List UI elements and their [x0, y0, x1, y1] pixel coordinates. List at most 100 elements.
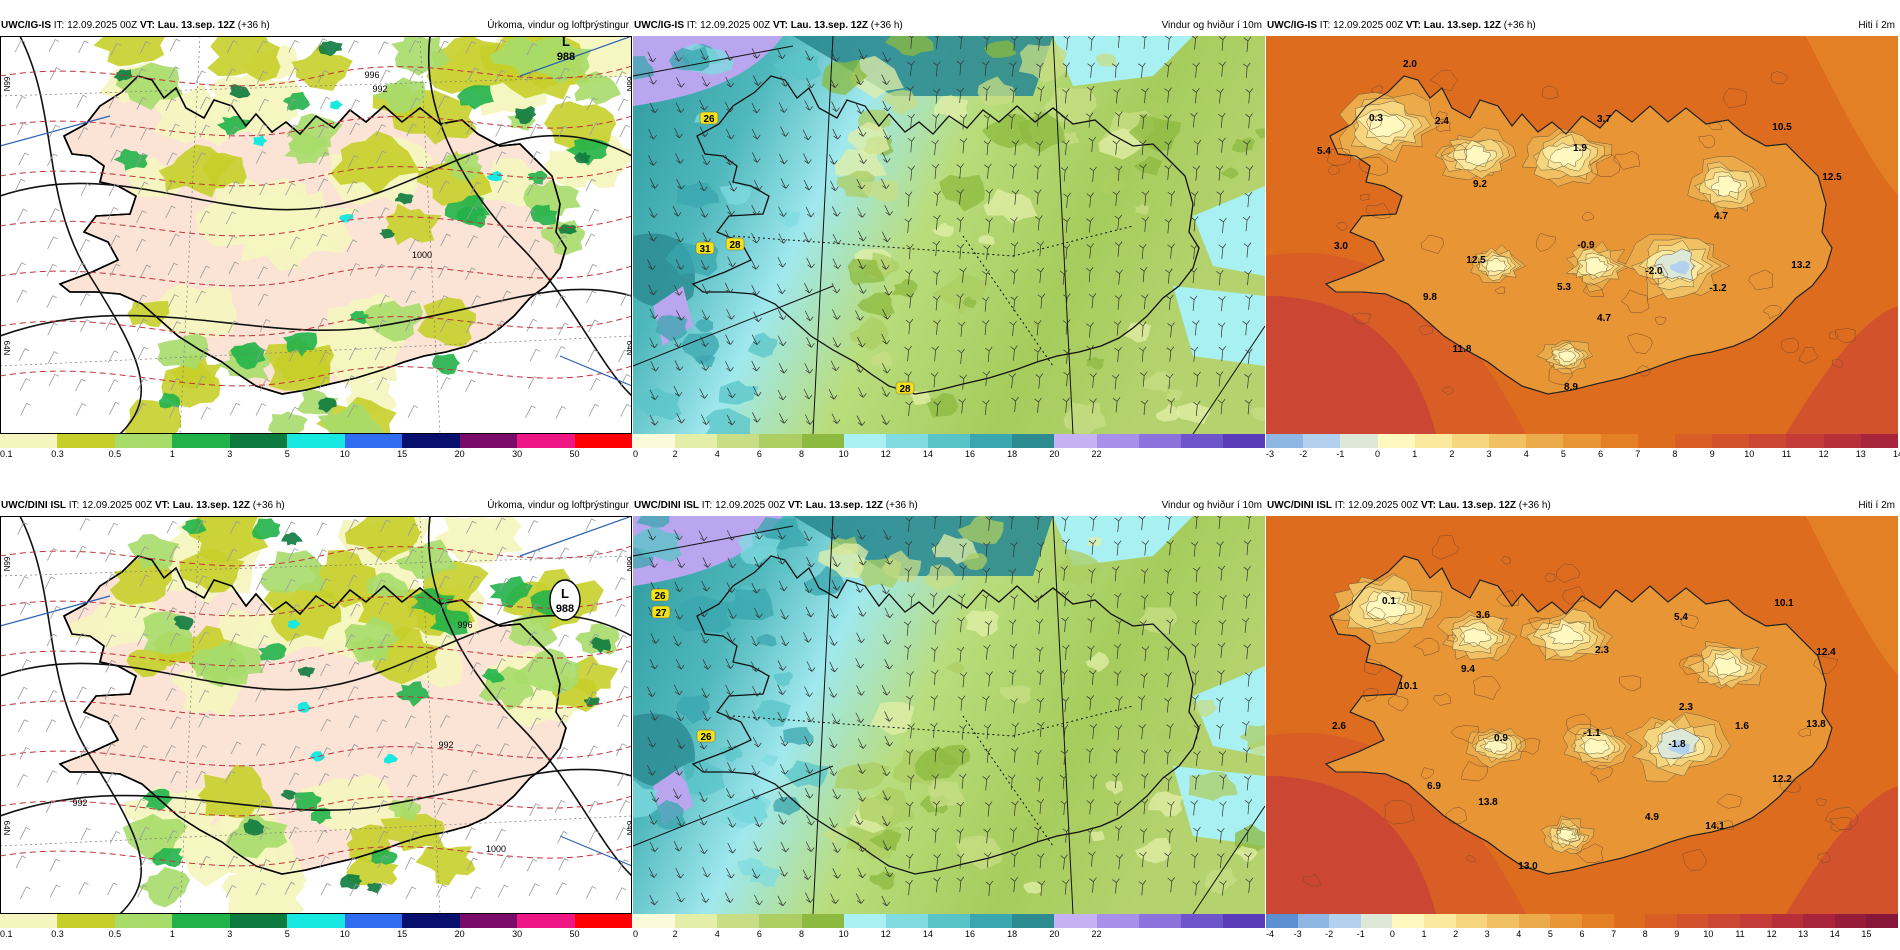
colorbar [1266, 434, 1898, 448]
latitude-label: 64N [625, 821, 632, 836]
colorbar-swatch [1012, 434, 1055, 448]
colorbar-tick-label: 6 [1598, 449, 1604, 459]
colorbar-swatch [675, 434, 718, 448]
colorbar-swatch [843, 914, 886, 928]
colorbar-tick-label: 8 [799, 929, 805, 939]
colorbar-swatch [675, 914, 718, 928]
isobar-label: 988 [556, 603, 574, 615]
colorbar [0, 434, 632, 448]
colorbar-tick-label: 11 [1781, 449, 1792, 459]
colorbar-swatch [1222, 914, 1266, 928]
colorbar-swatch [517, 434, 575, 448]
temperature-value-label: 2.3 [1595, 645, 1609, 656]
temperature-value-label: 10.5 [1772, 122, 1792, 133]
temperature-value-label: 0.9 [1494, 733, 1508, 744]
colorbar-swatch [114, 434, 173, 448]
colorbar-swatch [1329, 914, 1361, 928]
colorbar-swatch [1771, 914, 1804, 928]
colorbar-swatch [1786, 434, 1824, 448]
colorbar-tick-label: 0 [633, 929, 639, 939]
temperature-value-label: 5.4 [1674, 612, 1688, 623]
colorbar [633, 914, 1266, 928]
low-pressure-marker: L [562, 36, 570, 49]
temperature-value-label: 9.4 [1461, 664, 1475, 675]
colorbar-tick-label: 14 [922, 929, 933, 939]
panel-title: Vindur og hviður í 10m [1161, 20, 1262, 31]
colorbar-ticks: 0.1 0.3 0.5 1 3 5 10 15 20 30 50 [0, 929, 632, 941]
colorbar [633, 434, 1266, 448]
temperature-value-label: 2.4 [1435, 116, 1449, 127]
temperature-value-label: 4.7 [1714, 211, 1728, 222]
svg-text:31: 31 [699, 244, 711, 255]
colorbar-swatch [1712, 434, 1750, 448]
colorbar-tick-label: 2 [672, 929, 678, 939]
colorbar-tick-label: 20 [454, 449, 465, 459]
colorbar-swatch [1834, 914, 1867, 928]
colorbar-tick-label: 22 [1091, 929, 1102, 939]
map-area: 0.1 10.1 3.6 5.4 2.3 9.4 12.4 10.1 2.3 2.6 0.9 -1.1… [1266, 516, 1898, 914]
colorbar-tick-label: 12 [1818, 449, 1829, 459]
colorbar-tick-label: 8 [1672, 449, 1678, 459]
init-time-label: IT: [53, 20, 65, 31]
colorbar-swatch [1676, 914, 1709, 928]
lead-time: (+36 h) [1518, 500, 1551, 511]
model-name: UWC/IG-IS [1, 20, 51, 31]
colorbar-swatch [1392, 914, 1424, 928]
colorbar-swatch [459, 434, 518, 448]
colorbar-tick-label: 5 [284, 929, 290, 939]
colorbar-tick-label: 22 [1091, 449, 1102, 459]
colorbar-tick-label: 10 [838, 449, 849, 459]
svg-text:28: 28 [899, 384, 911, 395]
temperature-value-label: 10.1 [1774, 598, 1794, 609]
colorbar-tick-label: 13 [1798, 929, 1809, 939]
colorbar-tick-label: 0.3 [51, 449, 64, 459]
latitude-label: 64N [625, 341, 632, 356]
latitude-label: 66N [2, 557, 11, 572]
gust-value-label: 27 [651, 605, 671, 619]
colorbar-tick-label: 16 [965, 929, 976, 939]
init-time-label: IT: [701, 500, 713, 511]
colorbar-tick-label: 30 [512, 929, 523, 939]
colorbar-swatch [172, 434, 230, 448]
colorbar-swatch [1866, 914, 1898, 928]
colorbar-tick-label: 4 [714, 929, 720, 939]
latitude-label: 64N [2, 821, 11, 836]
colorbar-swatch [57, 914, 115, 928]
isobar-label: 992 [438, 740, 453, 750]
temperature-value-label: 5.3 [1557, 282, 1571, 293]
lead-time: (+36 h) [870, 20, 903, 31]
svg-text:26: 26 [700, 732, 712, 743]
valid-time-label: VT: [772, 20, 788, 31]
colorbar-tick-label: 18 [1007, 929, 1018, 939]
init-time-value: 12.09.2025 00Z [1333, 20, 1404, 31]
colorbar-tick-label: 3 [1486, 449, 1492, 459]
colorbar-tick-label: 10 [339, 929, 350, 939]
map-area: 2.0 0.3 2.4 5.4 3.7 10.5 1.9 12.5 9.2 4.7 3.0 -0.9 1… [1266, 36, 1898, 434]
colorbar-tick-label: 0 [1375, 449, 1381, 459]
panel-title: Hiti í 2m [1858, 20, 1895, 31]
panel-title: Úrkoma, vindur og loftþrýstingur [487, 20, 629, 31]
gust-value-label: 26 [696, 729, 716, 743]
colorbar-swatch [402, 914, 460, 928]
colorbar-swatch [1096, 434, 1139, 448]
colorbar-swatch [229, 434, 288, 448]
temperature-value-label: 6.9 [1427, 781, 1441, 792]
colorbar-swatch [459, 914, 518, 928]
colorbar-ticks: 0.1 0.3 0.5 1 3 5 10 15 20 30 50 [0, 449, 632, 461]
colorbar-swatch [1550, 914, 1582, 928]
colorbar-swatch [0, 434, 58, 448]
colorbar-tick-label: -1 [1356, 929, 1365, 939]
lead-time: (+36 h) [237, 20, 270, 31]
isobar-label: 1000 [412, 250, 432, 260]
colorbar-tick-label: 2 [1449, 449, 1455, 459]
colorbar-swatch [1012, 914, 1055, 928]
colorbar-swatch [574, 434, 632, 448]
latitude-label: 64N [2, 341, 11, 356]
colorbar-tick-label: 0.3 [51, 929, 64, 939]
colorbar-tick-label: 12 [880, 449, 891, 459]
colorbar-swatch [1297, 914, 1330, 928]
map-panel-temp: UWC/DINI ISL IT: 12.09.2025 00Z VT: Lau.… [1266, 480, 1898, 939]
temperature-value-label: 5.4 [1317, 146, 1331, 157]
colorbar-swatch [1180, 914, 1223, 928]
